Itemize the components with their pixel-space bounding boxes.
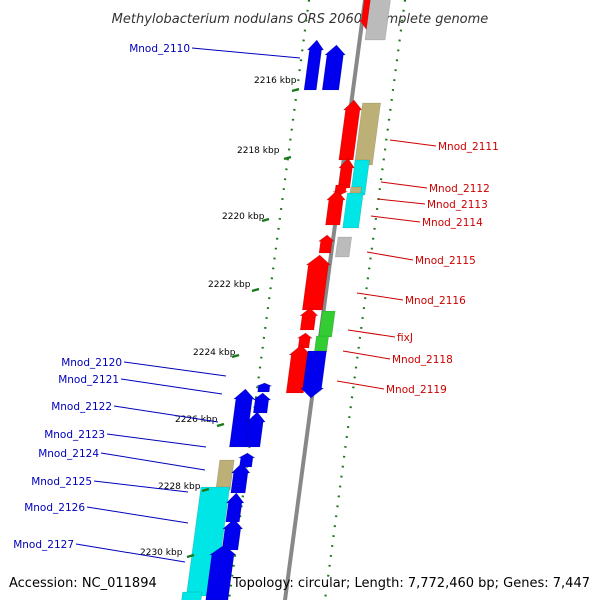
- gene-label-right: Mnod_2119: [386, 384, 447, 396]
- gene-arrow-blue: [303, 39, 325, 91]
- gene-label-right: Mnod_2115: [415, 255, 476, 267]
- gene-arrow-blue: [221, 518, 244, 551]
- scale-label: 2224 kbp: [193, 348, 236, 358]
- gene-arrow-red: [325, 189, 346, 226]
- scale-label: 2218 kbp: [237, 146, 280, 156]
- scale-tick: [261, 217, 270, 223]
- gene-arrow-blue: [205, 544, 237, 600]
- gene-labels: Mnod_2110 Mnod_2120 Mnod_2121 Mnod_2122 Mnod…: [13, 43, 499, 563]
- scale-label: 2230 kbp: [140, 548, 183, 558]
- scale-label: 2216 kbp: [254, 76, 297, 86]
- label-leader-left: [113, 405, 219, 423]
- label-leader-right: [389, 139, 437, 147]
- gene-label-right: Mnod_2113: [427, 199, 488, 211]
- gene-arrow-blue: [321, 44, 347, 91]
- gene-arrow-blue: [256, 382, 273, 393]
- gene-arrow-red: [338, 99, 363, 161]
- gene-arrow-cyan: [350, 159, 370, 196]
- label-leader-left: [93, 480, 189, 493]
- accession-text: Accession: NC_011894: [9, 576, 157, 591]
- gene-label-left: Mnod_2127: [13, 539, 74, 551]
- gene-arrow-khaki: [354, 102, 381, 166]
- gene-arrow-gray: [334, 236, 353, 258]
- label-leader-left: [86, 506, 189, 524]
- scale-tick: [186, 553, 195, 559]
- gene-arrow-blue: [225, 492, 245, 523]
- gene-label-right: Mnod_2116: [405, 295, 466, 307]
- gene-arrow-cyan: [342, 192, 364, 229]
- label-leader-right: [380, 181, 428, 189]
- gene-arrow-red: [317, 234, 335, 254]
- gene-arrow-gray: [364, 0, 391, 41]
- scale-tick: [216, 422, 225, 428]
- label-leader-left: [120, 378, 223, 395]
- gene-arrow-red: [337, 157, 355, 189]
- gene-label-right: Mnod_2112: [429, 183, 490, 195]
- gene-label-left: Mnod_2125: [31, 476, 92, 488]
- label-leader-right: [356, 292, 404, 301]
- label-leader-right: [377, 198, 426, 205]
- scale-label: 2226 kbp: [175, 415, 218, 425]
- gene-label-left: Mnod_2121: [58, 374, 119, 386]
- gene-arrow-green: [313, 335, 330, 353]
- scale-tick: [251, 287, 260, 293]
- gene-label-right: Mnod_2111: [438, 141, 499, 153]
- label-leader-right: [342, 350, 391, 360]
- scale-label: 2220 kbp: [222, 212, 265, 222]
- genome-backbone: [282, 0, 368, 600]
- gene-arrow-red: [299, 307, 319, 331]
- track-lines: [227, 0, 407, 600]
- gene-arrow-red: [301, 254, 332, 311]
- gene-label-left: Mnod_2120: [61, 357, 122, 369]
- scale-ticks: 2216 kbp 2218 kbp 2220 kbp 2222 kbp 2224 kbp…: [140, 76, 300, 559]
- label-leader-right: [366, 251, 414, 261]
- gene-label-left: Mnod_2126: [24, 502, 85, 514]
- scale-tick: [291, 87, 300, 93]
- label-leader-left: [106, 433, 207, 448]
- scale-line-right: [323, 0, 407, 600]
- gene-arrow-blue: [230, 462, 251, 494]
- gene-arrow-khaki: [215, 459, 235, 491]
- gene-label-right: Mnod_2118: [392, 354, 453, 366]
- label-leader-left: [75, 543, 186, 563]
- gene-arrow-red: [296, 332, 314, 349]
- scale-label: 2228 kbp: [158, 482, 201, 492]
- label-leader-right: [347, 329, 396, 338]
- gene-label-left: Mnod_2110: [129, 43, 190, 55]
- map-title: Methylobacterium nodulans ORS 2060, comp…: [112, 12, 489, 27]
- scale-label: 2222 kbp: [208, 280, 251, 290]
- label-leader-left: [123, 361, 227, 377]
- gene-label-right: Mnod_2114: [422, 217, 483, 229]
- scale-line-left: [227, 0, 311, 600]
- label-leader-right: [336, 380, 385, 390]
- scale-tick: [283, 155, 292, 161]
- gene-arrow-blue: [252, 392, 272, 414]
- gene-arrow-blue: [245, 411, 266, 448]
- gene-label-left: Mnod_2122: [51, 401, 112, 413]
- gene-label-left: Mnod_2123: [44, 429, 105, 441]
- gene-arrow-green: [318, 310, 336, 338]
- gene-arrow-blue: [300, 350, 327, 399]
- gene-features: [181, 0, 391, 600]
- scale-tick: [201, 487, 210, 493]
- gene-arrow-blue: [237, 452, 256, 468]
- label-leader-right: [370, 215, 421, 223]
- gene-arrow-cyan: [181, 591, 203, 600]
- gene-label-left: Mnod_2124: [38, 448, 99, 460]
- label-leader-left: [191, 47, 301, 59]
- scale-tick: [231, 353, 240, 359]
- gene-label-right: fixJ: [397, 332, 413, 344]
- genome-summary-text: Topology: circular; Length: 7,772,460 bp…: [232, 576, 590, 591]
- label-leader-left: [100, 452, 206, 471]
